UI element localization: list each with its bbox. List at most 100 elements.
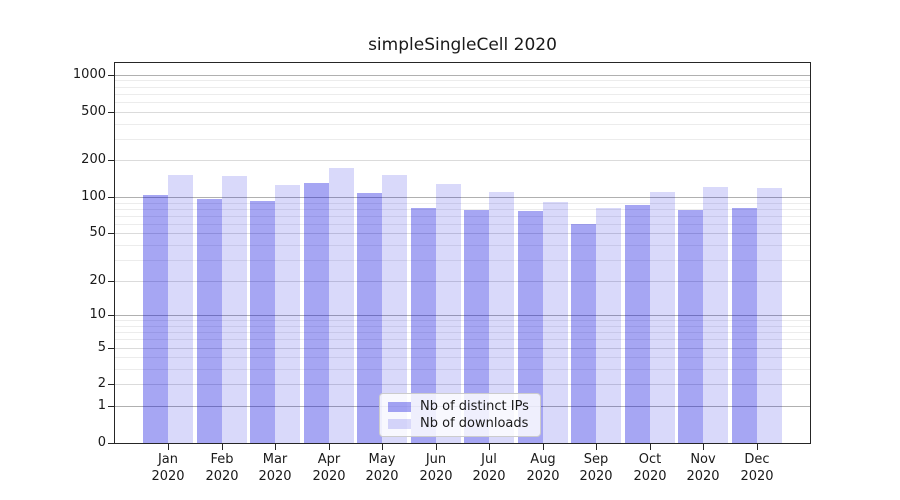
- x-tick-label: Mar 2020: [235, 451, 315, 485]
- bar-downloads: [329, 168, 354, 443]
- x-tick-label-year: 2020: [419, 469, 453, 484]
- gridline: [115, 203, 810, 204]
- gridline: [115, 320, 810, 321]
- x-tick-mark: [168, 444, 169, 450]
- y-tick-label: 20: [89, 273, 106, 288]
- x-tick-label: Nov 2020: [663, 451, 743, 485]
- x-tick-label-month: Oct: [638, 452, 662, 467]
- gridline: [115, 281, 810, 282]
- bar-downloads: [703, 187, 728, 443]
- x-tick-label-year: 2020: [686, 469, 720, 484]
- y-tick-mark: [108, 348, 114, 349]
- x-tick-mark: [703, 444, 704, 450]
- x-tick-mark: [757, 444, 758, 450]
- y-tick-mark: [108, 406, 114, 407]
- legend: Nb of distinct IPs Nb of downloads: [379, 393, 541, 437]
- x-tick-label-month: May: [368, 452, 396, 467]
- x-tick-mark: [489, 444, 490, 450]
- bar-downloads: [543, 202, 568, 443]
- bar-distinct-ips: [304, 183, 329, 443]
- x-tick-label: Aug 2020: [503, 451, 583, 485]
- bar-distinct-ips: [357, 193, 382, 443]
- x-tick-label: May 2020: [342, 451, 422, 485]
- y-tick-mark: [108, 233, 114, 234]
- gridline: [115, 326, 810, 327]
- y-tick-label: 0: [97, 435, 106, 450]
- x-tick-label-month: Dec: [744, 452, 770, 467]
- x-tick-mark: [329, 444, 330, 450]
- bar-downloads: [168, 175, 193, 443]
- gridline: [115, 224, 810, 225]
- x-tick-label: Feb 2020: [182, 451, 262, 485]
- gridline: [115, 332, 810, 333]
- gridline: [115, 124, 810, 125]
- x-tick-label-year: 2020: [312, 469, 346, 484]
- x-tick-label-month: Apr: [317, 452, 341, 467]
- x-tick-label-month: Aug: [530, 452, 556, 467]
- y-tick-label: 500: [81, 104, 106, 119]
- gridline: [115, 260, 810, 261]
- bar-downloads: [757, 188, 782, 443]
- gridline: [115, 357, 810, 358]
- bar-downloads: [222, 176, 247, 443]
- x-tick-label-month: Jan: [157, 452, 179, 467]
- legend-row-downloads: Nb of downloads: [388, 416, 532, 431]
- y-tick-label: 1: [97, 398, 106, 413]
- x-tick-label: Sep 2020: [556, 451, 636, 485]
- bar-distinct-ips: [571, 224, 596, 443]
- gridline: [115, 112, 810, 113]
- y-tick-mark: [108, 197, 114, 198]
- x-tick-label: Jun 2020: [396, 451, 476, 485]
- legend-label-distinct-ips: Nb of distinct IPs: [420, 399, 529, 414]
- bar-distinct-ips: [625, 205, 650, 443]
- bar-distinct-ips: [250, 201, 275, 443]
- gridline: [115, 75, 810, 76]
- legend-row-distinct-ips: Nb of distinct IPs: [388, 399, 532, 414]
- gridline: [115, 369, 810, 370]
- y-tick-mark: [108, 75, 114, 76]
- legend-swatch-distinct-ips: [388, 401, 411, 412]
- x-tick-mark: [650, 444, 651, 450]
- gridline: [115, 209, 810, 210]
- x-tick-label: Apr 2020: [289, 451, 369, 485]
- x-tick-label-month: Sep: [583, 452, 609, 467]
- x-tick-label-month: Jun: [425, 452, 447, 467]
- x-tick-label-year: 2020: [579, 469, 613, 484]
- x-tick-label: Jan 2020: [128, 451, 208, 485]
- y-tick-label: 50: [89, 225, 106, 240]
- y-tick-mark: [108, 384, 114, 385]
- x-tick-label-year: 2020: [633, 469, 667, 484]
- x-tick-label: Oct 2020: [610, 451, 690, 485]
- gridline: [115, 348, 810, 349]
- x-tick-mark: [596, 444, 597, 450]
- bar-distinct-ips: [678, 210, 703, 443]
- gridline: [115, 94, 810, 95]
- x-tick-label-year: 2020: [365, 469, 399, 484]
- gridline: [115, 384, 810, 385]
- x-tick-label-year: 2020: [740, 469, 774, 484]
- y-tick-label: 1000: [72, 67, 106, 82]
- x-tick-label-month: Mar: [262, 452, 288, 467]
- gridline: [115, 87, 810, 88]
- bar-distinct-ips: [143, 195, 168, 443]
- y-tick-mark: [108, 315, 114, 316]
- y-tick-label: 2: [97, 376, 106, 391]
- x-tick-label-month: Jul: [481, 452, 497, 467]
- x-tick-mark: [275, 444, 276, 450]
- gridline: [115, 197, 810, 198]
- x-tick-mark: [543, 444, 544, 450]
- y-tick-mark: [108, 281, 114, 282]
- y-tick-mark: [108, 443, 114, 444]
- gridline: [115, 315, 810, 316]
- y-tick-mark: [108, 112, 114, 113]
- x-tick-mark: [382, 444, 383, 450]
- y-tick-label: 5: [97, 340, 106, 355]
- gridline: [115, 102, 810, 103]
- gridline: [115, 216, 810, 217]
- gridline: [115, 233, 810, 234]
- gridline: [115, 245, 810, 246]
- x-tick-label-year: 2020: [151, 469, 185, 484]
- y-tick-label: 10: [89, 307, 106, 322]
- x-tick-label-month: Nov: [690, 452, 716, 467]
- plot-area: Nb of distinct IPs Nb of downloads: [114, 62, 811, 444]
